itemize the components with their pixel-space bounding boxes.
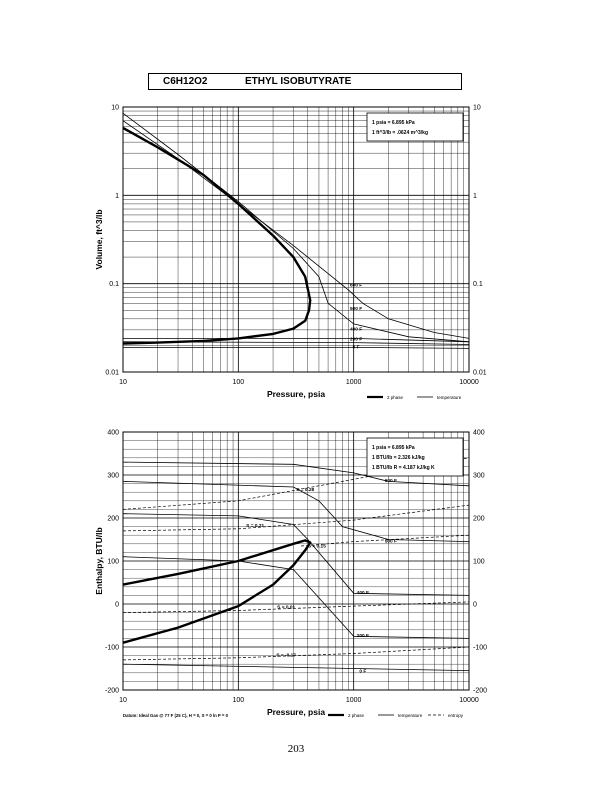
conversion-text: 1 psia = 6.895 kPa — [372, 445, 415, 451]
x-tick-label: 1000 — [346, 697, 362, 704]
isotherm-label: 600 F — [350, 282, 362, 288]
datum-footnote: Datum: Ideal Gas @ 77 F (25 C), H = 0, S… — [123, 713, 229, 718]
entropy-label: S = -0.17 — [276, 653, 296, 659]
isotherm-line — [122, 461, 470, 487]
isotherm-line — [122, 120, 470, 339]
legend-label: 2 phase — [387, 395, 404, 400]
page-number: 203 — [287, 743, 305, 755]
legend-label: temperature — [398, 713, 423, 718]
y-axis-label: Enthalpy, BTU/lb — [94, 527, 104, 594]
y-tick-label-left: 300 — [107, 473, 119, 480]
legend-label: entropy — [448, 713, 464, 718]
x-tick-label: 100 — [232, 379, 244, 386]
entropy-label: S = 0.28 — [296, 487, 314, 493]
isotherm-label: 400 F — [350, 327, 362, 333]
isotherm-line — [122, 112, 470, 343]
isotherm-label: 200 F — [357, 633, 369, 639]
y-tick-label-left: 100 — [107, 559, 119, 566]
conversion-text: 1 ft^3/lb = .0624 m^3/kg — [372, 130, 428, 136]
y-tick-label-left: 0.1 — [109, 281, 119, 288]
x-tick-label: 10 — [119, 379, 127, 386]
conversion-text: 1 BTU/lb = 2.326 kJ/kg — [372, 455, 425, 461]
enthalpy-plot-frame — [122, 431, 470, 691]
volume-conversion-box — [366, 112, 464, 142]
y-tick-label-left: -200 — [105, 688, 119, 695]
x-tick-label: 10 — [119, 697, 127, 704]
two-phase-curve — [122, 539, 312, 644]
entropy-line — [301, 534, 470, 547]
x-tick-label: 10000 — [459, 697, 479, 704]
y-tick-label-left: 200 — [107, 516, 119, 523]
x-tick-label: 1000 — [346, 379, 362, 386]
isotherm-label: 0 F — [359, 669, 366, 675]
y-tick-label-right: 0.1 — [473, 281, 483, 288]
isotherm-label: 500 F — [350, 306, 362, 312]
y-tick-label-right: 1 — [473, 193, 477, 200]
x-tick-label: 100 — [232, 697, 244, 704]
isotherm-label: 400 F — [357, 590, 369, 596]
isotherm-line — [122, 481, 470, 542]
isotherm-label: 500 F — [385, 538, 397, 544]
legend-label: temperature — [437, 395, 462, 400]
y-tick-label-right: 10 — [473, 105, 481, 112]
chemical-name: ETHYL ISOBUTYRATE — [245, 76, 352, 87]
y-tick-label-left: 0 — [115, 602, 119, 609]
entropy-label: S = 0.21 — [246, 523, 264, 529]
isotherm-line — [122, 556, 470, 639]
y-tick-label-left: 0.01 — [105, 370, 119, 377]
y-tick-label-left: 1 — [115, 193, 119, 200]
entropy-label: S = 0.01 — [277, 605, 295, 611]
isotherm-line — [122, 513, 470, 596]
y-tick-label-left: -100 — [105, 645, 119, 652]
isotherm-label: 200 F — [350, 336, 362, 342]
isotherm-line — [122, 663, 470, 671]
y-tick-label-left: 10 — [111, 105, 119, 112]
two-phase-curve — [122, 126, 312, 345]
legend-label: 2 phase — [348, 713, 365, 718]
y-tick-label-right: -100 — [473, 645, 487, 652]
isotherm-label: 0 F — [353, 344, 360, 350]
entropy-line — [122, 646, 470, 661]
x-tick-label: 10000 — [459, 379, 479, 386]
volume-plot-frame — [122, 106, 470, 373]
isotherm-label: 600 F — [385, 478, 397, 484]
y-tick-label-right: 400 — [473, 430, 485, 437]
isotherm-line — [123, 338, 470, 343]
y-tick-label-left: 400 — [107, 430, 119, 437]
y-tick-label-right: 0.01 — [473, 370, 487, 377]
y-tick-label-right: 100 — [473, 559, 485, 566]
y-tick-label-right: 0 — [473, 602, 477, 609]
enthalpy-conversion-box — [366, 437, 464, 477]
x-axis-label: Pressure, psia — [267, 389, 325, 399]
y-tick-label-right: 300 — [473, 473, 485, 480]
isotherm-line — [123, 347, 470, 349]
x-axis-label: Pressure, psia — [267, 707, 325, 717]
conversion-text: 1 BTU/lb R = 4.187 kJ/kg K — [372, 465, 435, 471]
y-tick-label-right: -200 — [473, 688, 487, 695]
chemical-formula: C6H12O2 — [163, 76, 208, 87]
entropy-line — [122, 601, 470, 613]
entropy-label: S = 0.15 — [308, 544, 326, 550]
y-axis-label: Volume, ft^3/lb — [94, 209, 104, 269]
y-tick-label-right: 200 — [473, 516, 485, 523]
entropy-line — [122, 504, 470, 532]
title-box: C6H12O2 ETHYL ISOBUTYRATE — [148, 73, 462, 90]
conversion-text: 1 psia = 6.895 kPa — [372, 120, 415, 126]
